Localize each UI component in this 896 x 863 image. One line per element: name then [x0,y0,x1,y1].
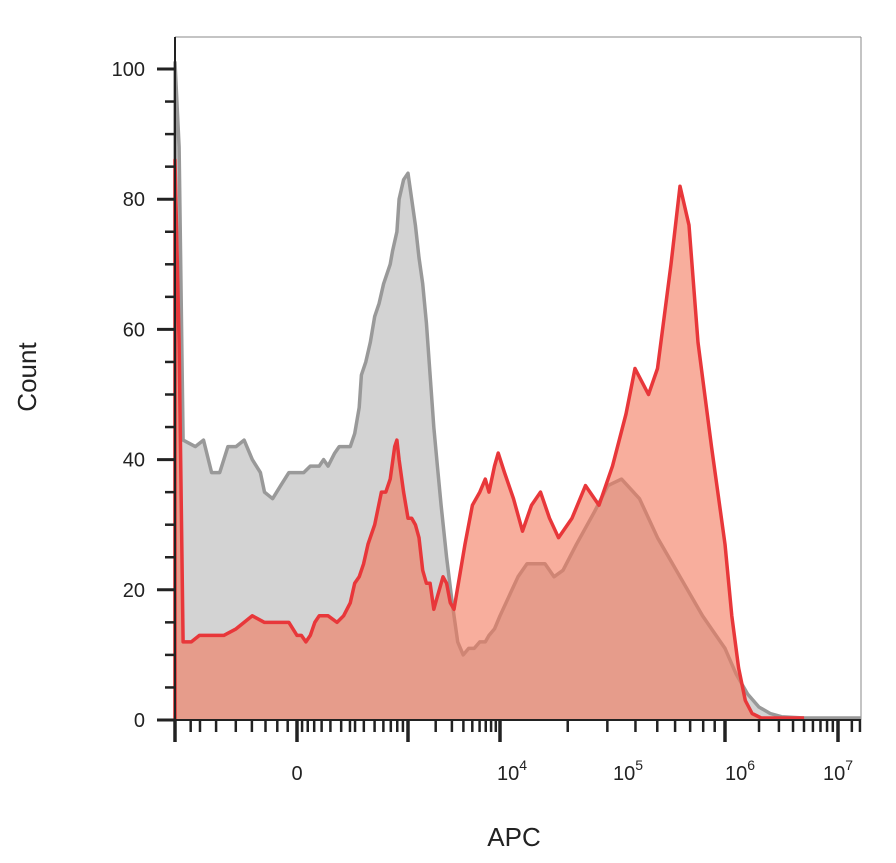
plot-frame [175,36,862,720]
x-tick-base: 0 [291,763,302,785]
series-0-area [175,62,861,720]
y-tick-label: 0 [134,710,145,732]
x-tick-label: 107 [823,757,853,785]
x-tick-label: 104 [497,757,527,785]
x-tick-exponent: 5 [635,757,643,773]
y-tick-label: 100 [112,59,145,81]
x-tick-base: 10 [497,763,519,785]
y-tick-label: 80 [123,189,145,211]
x-tick-label: 0 [291,763,302,785]
x-axis-title: APC [487,822,540,852]
x-tick-label: 106 [725,757,755,785]
x-tick-exponent: 7 [845,757,853,773]
y-axis-title: Count [12,342,42,412]
histogram-areas [173,60,861,721]
x-axis: 0 104 105 106 107 [173,719,862,785]
x-tick-base: 10 [725,763,747,785]
series-1-line [173,158,805,720]
y-tick-label: 40 [123,450,145,472]
x-tick-base: 10 [823,763,845,785]
y-tick-label: 20 [123,580,145,602]
y-axis: 0 20 40 60 80 100 [112,37,176,732]
y-tick-label: 60 [123,319,145,341]
x-tick-exponent: 6 [747,757,755,773]
x-tick-label: 105 [613,757,643,785]
series-1-area [175,160,805,721]
x-tick-base: 10 [613,763,635,785]
x-tick-exponent: 4 [519,757,527,773]
